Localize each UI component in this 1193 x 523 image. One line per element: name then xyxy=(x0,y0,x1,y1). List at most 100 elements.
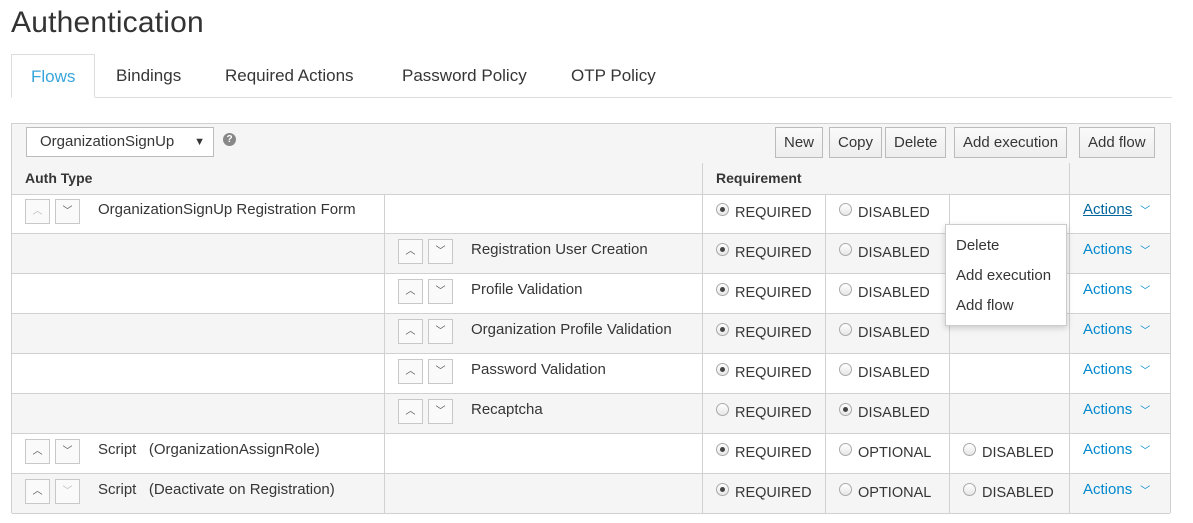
move-down-icon[interactable]: ﹀ xyxy=(55,439,80,464)
move-up-icon[interactable]: ︿ xyxy=(398,359,423,384)
chevron-down-icon: ﹀ xyxy=(1140,246,1151,257)
header-requirement: Requirement xyxy=(716,170,802,186)
menu-item-add-flow[interactable]: Add flow xyxy=(956,297,1014,314)
radio-icon xyxy=(716,363,729,376)
radio-label: REQUIRED xyxy=(735,405,812,421)
move-up-icon[interactable]: ︿ xyxy=(25,199,50,224)
actions-label: Actions xyxy=(1083,401,1133,418)
radio-icon xyxy=(839,203,852,216)
radio-icon xyxy=(716,323,729,336)
radio-label: DISABLED xyxy=(982,485,1054,501)
radio-disabled[interactable]: DISABLED xyxy=(839,323,930,341)
actions-label: Actions xyxy=(1083,441,1133,458)
move-up-icon[interactable]: ︿ xyxy=(398,319,423,344)
move-down-icon[interactable]: ﹀ xyxy=(428,359,453,384)
radio-icon xyxy=(716,243,729,256)
move-down-icon[interactable]: ﹀ xyxy=(428,239,453,264)
new-button[interactable]: New xyxy=(775,127,824,158)
move-up-icon[interactable]: ︿ xyxy=(25,479,50,504)
radio-label: REQUIRED xyxy=(735,445,812,461)
radio-disabled[interactable]: DISABLED xyxy=(839,283,930,301)
table-row: ︿ ﹀ OrganizationSignUp Registration Form RE… xyxy=(12,194,1170,234)
radio-icon xyxy=(716,483,729,496)
tab-otp-policy[interactable]: OTP Policy xyxy=(571,66,656,85)
radio-label: OPTIONAL xyxy=(858,485,932,501)
move-up-icon[interactable]: ︿ xyxy=(25,439,50,464)
radio-label: REQUIRED xyxy=(735,365,812,381)
radio-required[interactable]: REQUIRED xyxy=(716,283,812,301)
table-row: ︿ ﹀ Profile Validation REQUIRED DISABLED Acti… xyxy=(12,274,1170,314)
flow-select-value: OrganizationSignUp xyxy=(40,133,175,150)
actions-label: Actions xyxy=(1083,481,1133,498)
radio-label: DISABLED xyxy=(858,245,930,261)
chevron-down-icon: ﹀ xyxy=(1140,326,1151,337)
menu-item-add-execution[interactable]: Add execution xyxy=(956,267,1052,284)
auth-type-label: Script (OrganizationAssignRole) xyxy=(98,441,320,458)
radio-icon xyxy=(963,443,976,456)
auth-type-label: Script (Deactivate on Registration) xyxy=(98,481,335,498)
actions-label: Actions xyxy=(1083,281,1133,298)
move-up-icon[interactable]: ︿ xyxy=(398,279,423,304)
radio-icon xyxy=(716,203,729,216)
move-down-icon[interactable]: ﹀ xyxy=(428,319,453,344)
add-flow-button[interactable]: Add flow xyxy=(1079,127,1155,158)
radio-disabled[interactable]: DISABLED xyxy=(963,443,1054,461)
radio-label: OPTIONAL xyxy=(858,445,932,461)
radio-required[interactable]: REQUIRED xyxy=(716,403,812,421)
move-up-icon[interactable]: ︿ xyxy=(398,239,423,264)
radio-icon xyxy=(963,483,976,496)
actions-label: Actions xyxy=(1083,361,1133,378)
tab-flows[interactable]: Flows xyxy=(11,54,96,98)
flow-select[interactable]: OrganizationSignUp ▼ xyxy=(26,127,214,157)
tab-required-actions[interactable]: Required Actions xyxy=(225,66,354,85)
radio-required[interactable]: REQUIRED xyxy=(716,483,812,501)
chevron-down-icon: ﹀ xyxy=(1140,286,1151,297)
radio-disabled[interactable]: DISABLED xyxy=(963,483,1054,501)
auth-type-label: Recaptcha xyxy=(471,401,543,418)
move-up-icon[interactable]: ︿ xyxy=(398,399,423,424)
menu-item-delete[interactable]: Delete xyxy=(956,237,1000,254)
actions-dropdown[interactable]: Actions ﹀ xyxy=(1083,481,1150,498)
actions-dropdown[interactable]: Actions ﹀ xyxy=(1083,401,1150,418)
actions-dropdown[interactable]: Actions ﹀ xyxy=(1083,201,1150,218)
actions-dropdown[interactable]: Actions ﹀ xyxy=(1083,241,1150,258)
actions-dropdown[interactable]: Actions ﹀ xyxy=(1083,441,1150,458)
radio-disabled[interactable]: DISABLED xyxy=(839,363,930,381)
table-row: ︿ ﹀ Script (Deactivate on Registration) REQ… xyxy=(12,474,1170,514)
radio-required[interactable]: REQUIRED xyxy=(716,323,812,341)
radio-icon xyxy=(839,243,852,256)
chevron-down-icon: ﹀ xyxy=(1140,366,1151,377)
radio-required[interactable]: REQUIRED xyxy=(716,443,812,461)
move-down-icon[interactable]: ﹀ xyxy=(55,199,80,224)
radio-label: DISABLED xyxy=(858,325,930,341)
radio-disabled[interactable]: DISABLED xyxy=(839,243,930,261)
auth-type-label: OrganizationSignUp Registration Form xyxy=(98,201,356,218)
radio-label: REQUIRED xyxy=(735,245,812,261)
radio-label: DISABLED xyxy=(858,205,930,221)
auth-type-label: Password Validation xyxy=(471,361,606,378)
radio-required[interactable]: REQUIRED xyxy=(716,243,812,261)
tab-bindings[interactable]: Bindings xyxy=(116,66,182,85)
radio-disabled[interactable]: DISABLED xyxy=(839,403,930,421)
table-row: ︿ ﹀ Password Validation REQUIRED DISABLED Act… xyxy=(12,354,1170,394)
add-execution-button[interactable]: Add execution xyxy=(954,127,1068,158)
radio-disabled[interactable]: DISABLED xyxy=(839,203,930,221)
delete-button[interactable]: Delete xyxy=(885,127,947,158)
move-down-icon[interactable]: ﹀ xyxy=(428,399,453,424)
actions-dropdown[interactable]: Actions ﹀ xyxy=(1083,281,1150,298)
copy-button[interactable]: Copy xyxy=(829,127,883,158)
actions-dropdown[interactable]: Actions ﹀ xyxy=(1083,321,1150,338)
tab-password-policy[interactable]: Password Policy xyxy=(402,66,527,85)
help-icon[interactable]: ? xyxy=(223,133,236,146)
radio-optional[interactable]: OPTIONAL xyxy=(839,483,931,501)
table-header: Auth Type Requirement xyxy=(12,163,1170,195)
move-down-icon[interactable]: ﹀ xyxy=(428,279,453,304)
radio-required[interactable]: REQUIRED xyxy=(716,363,812,381)
radio-label: REQUIRED xyxy=(735,285,812,301)
radio-optional[interactable]: OPTIONAL xyxy=(839,443,931,461)
radio-required[interactable]: REQUIRED xyxy=(716,203,812,221)
move-down-icon[interactable]: ﹀ xyxy=(55,479,80,504)
actions-dropdown[interactable]: Actions ﹀ xyxy=(1083,361,1150,378)
actions-dropdown-menu: Delete Add execution Add flow xyxy=(945,224,1067,326)
radio-label: DISABLED xyxy=(858,405,930,421)
